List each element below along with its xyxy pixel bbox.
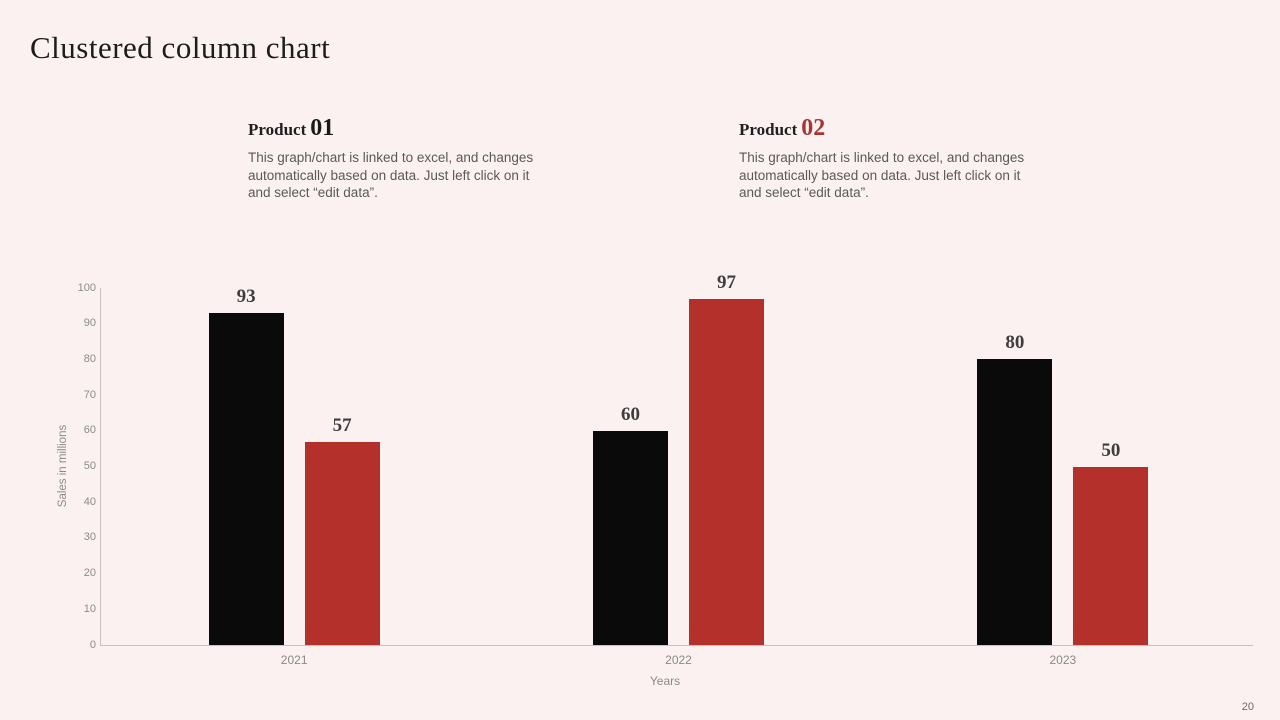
bar-value-label: 50 (1101, 439, 1121, 461)
y-axis-tick-label: 20 (83, 567, 96, 580)
x-axis-tick-label: 2022 (665, 653, 692, 667)
y-axis-tick-label: 40 (83, 495, 96, 508)
y-axis-tick-label: 90 (83, 317, 96, 330)
bar-product-02-2022[interactable] (689, 298, 764, 645)
y-axis-tick-label: 60 (83, 424, 96, 437)
product-02-block: Product 02 This graph/chart is linked to… (739, 116, 1039, 202)
y-axis-tick-label: 50 (83, 460, 96, 472)
x-axis-line (100, 645, 1253, 646)
bar-value-label: 80 (1005, 332, 1025, 354)
y-axis-tick-label: 10 (83, 602, 96, 615)
x-axis-title: Years (649, 674, 681, 688)
y-axis-tick-label: 70 (83, 388, 96, 401)
bar-product-02-2021[interactable] (304, 441, 380, 645)
bar-product-01-2023[interactable] (977, 359, 1053, 645)
bar-value-label: 60 (621, 403, 640, 425)
product-02-heading: Product 02 (739, 116, 1039, 140)
y-axis-line (100, 288, 101, 646)
product-02-description: This graph/chart is linked to excel, and… (739, 150, 1025, 201)
x-axis-tick-label: 2021 (280, 653, 308, 667)
y-axis-tick-label: 0 (89, 638, 96, 651)
page-number: 20 (1241, 701, 1254, 713)
bar-value-label: 57 (332, 414, 352, 436)
product-02-number: 02 (801, 115, 826, 141)
product-01-label: Product (248, 120, 307, 139)
y-axis-tick-label: 80 (83, 352, 96, 365)
product-02-label: Product (739, 120, 798, 139)
bar-product-01-2022[interactable] (593, 430, 668, 645)
y-axis-tick-label: 100 (77, 281, 96, 294)
product-01-heading: Product 01 (248, 116, 548, 140)
product-01-number: 01 (310, 115, 335, 141)
y-axis-tick-label: 30 (83, 531, 96, 544)
page-title: Clustered column chart (30, 30, 331, 65)
bar-value-label: 97 (717, 271, 736, 293)
product-01-block: Product 01 This graph/chart is linked to… (248, 116, 548, 202)
bar-value-label: 93 (236, 285, 256, 307)
x-axis-tick-label: 2023 (1049, 653, 1077, 667)
bar-product-02-2023[interactable] (1073, 466, 1149, 645)
product-01-description: This graph/chart is linked to excel, and… (248, 150, 534, 201)
bar-product-01-2021[interactable] (208, 312, 284, 645)
